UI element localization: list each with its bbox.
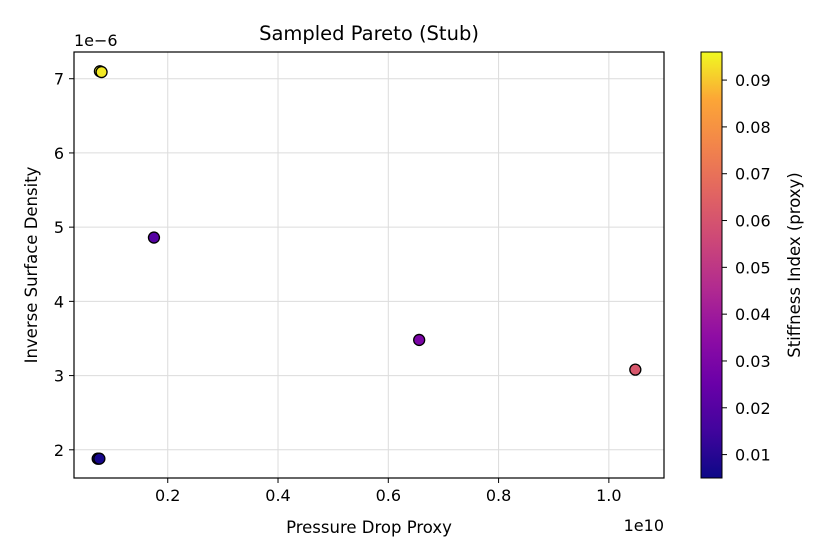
colorbar-gradient	[700, 51, 723, 479]
y-tick-label: 7	[54, 70, 64, 89]
colorbar-tick-label: 0.03	[735, 352, 771, 371]
plot-area: 0.2 0.4 0.6 0.8 1.0 2 3 4 5 6 7	[54, 51, 665, 505]
colorbar-tick-label: 0.09	[735, 71, 771, 90]
x-tick-label: 0.6	[376, 486, 401, 505]
colorbar-tick-label: 0.02	[735, 399, 771, 418]
x-offset-label: 1e10	[624, 516, 664, 535]
colorbar-tick-label: 0.05	[735, 258, 771, 277]
colorbar-label: Stiffness Index (proxy)	[785, 172, 804, 358]
colorbar-tick-label: 0.04	[735, 305, 771, 324]
y-tick-label: 5	[54, 218, 64, 237]
x-tick-label: 1.0	[596, 486, 621, 505]
y-tick-label: 6	[54, 144, 64, 163]
colorbar-tick-label: 0.07	[735, 165, 771, 184]
data-point	[629, 363, 642, 376]
y-tick-label: 3	[54, 367, 64, 386]
data-point	[93, 452, 106, 465]
data-points	[91, 65, 642, 465]
y-axis-ticks: 2 3 4 5 6 7	[54, 70, 74, 460]
y-tick-label: 4	[54, 292, 64, 311]
colorbar-tick-label: 0.08	[735, 118, 771, 137]
y-tick-label: 2	[54, 441, 64, 460]
chart-title: Sampled Pareto (Stub)	[259, 22, 479, 45]
x-axis-label: Pressure Drop Proxy	[286, 518, 452, 537]
x-axis-ticks: 0.2 0.4 0.6 0.8 1.0	[155, 478, 622, 505]
grid-lines	[74, 52, 664, 478]
x-tick-label: 0.8	[486, 486, 511, 505]
colorbar: 0.01 0.02 0.03 0.04 0.05 0.06 0.07 0.08 0.09 Sti…	[700, 51, 804, 479]
colorbar-ticks: 0.01 0.02 0.03 0.04 0.05 0.06 0.07 0.08 0.09	[722, 71, 771, 465]
data-point	[147, 231, 161, 244]
y-axis-label: Inverse Surface Density	[22, 166, 41, 363]
y-offset-label: 1e−6	[74, 31, 118, 50]
colorbar-tick-label: 0.06	[735, 212, 771, 231]
colorbar-tick-label: 0.01	[735, 446, 771, 465]
data-point	[413, 333, 426, 347]
x-tick-label: 0.2	[155, 486, 180, 505]
data-point	[95, 65, 108, 79]
plot-background	[74, 52, 664, 478]
plot-frame	[73, 51, 665, 479]
x-tick-label: 0.4	[265, 486, 290, 505]
